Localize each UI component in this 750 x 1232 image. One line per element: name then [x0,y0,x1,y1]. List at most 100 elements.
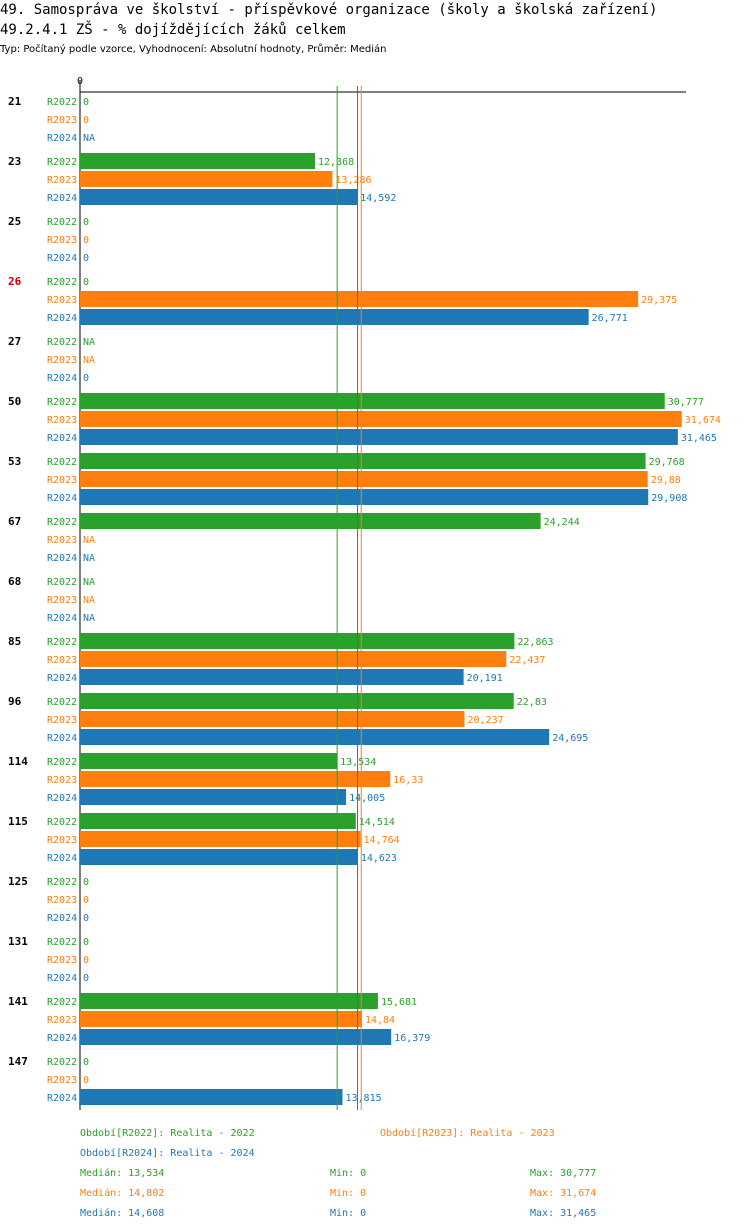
value-label-68-R2024: NA [83,613,95,624]
bar-67-R2022 [80,513,541,529]
series-label-85-R2023: R2023 [47,655,77,666]
series-label-23-R2022: R2022 [47,157,77,168]
bar-26-R2023 [80,291,639,307]
value-label-131-R2022: 0 [83,937,89,948]
series-label-27-R2024: R2024 [47,373,77,384]
bar-141-R2024 [80,1029,392,1045]
value-label-147-R2022: 0 [83,1057,89,1068]
series-label-68-R2022: R2022 [47,577,77,588]
value-label-50-R2024: 31,465 [681,433,717,444]
legend-max-r2023: Max: 31,674 [530,1188,597,1199]
value-label-26-R2022: 0 [83,277,89,288]
series-label-115-R2023: R2023 [47,835,77,846]
series-label-50-R2024: R2024 [47,433,77,444]
series-label-68-R2023: R2023 [47,595,77,606]
series-label-131-R2024: R2024 [47,973,77,984]
bar-96-R2023 [80,711,465,727]
series-label-68-R2024: R2024 [47,613,77,624]
value-label-141-R2024: 16,379 [394,1033,430,1044]
series-label-21-R2022: R2022 [47,97,77,108]
legend-median-r2022: Medián: 13,534 [80,1168,165,1179]
series-label-23-R2024: R2024 [47,193,77,204]
bar-50-R2023 [80,411,682,427]
series-label-114-R2023: R2023 [47,775,77,786]
x-tick-label-0: 0 [77,76,83,87]
value-label-53-R2023: 29,88 [651,475,681,486]
category-label-53: 53 [8,455,21,468]
value-label-125-R2023: 0 [83,895,89,906]
legend-period-r2023: Období[R2023]: Realita - 2023 [380,1128,555,1139]
bar-53-R2023 [80,471,648,487]
value-label-114-R2022: 13,534 [340,757,376,768]
bar-85-R2023 [80,651,507,667]
category-label-68: 68 [8,575,21,588]
legend-median-r2023: Medián: 14,802 [80,1188,165,1199]
value-label-67-R2022: 24,244 [544,517,580,528]
category-label-27: 27 [8,335,21,348]
series-label-26-R2023: R2023 [47,295,77,306]
series-label-67-R2024: R2024 [47,553,77,564]
series-label-147-R2023: R2023 [47,1075,77,1086]
bar-26-R2024 [80,309,589,325]
series-label-23-R2023: R2023 [47,175,77,186]
series-label-147-R2024: R2024 [47,1093,77,1104]
series-label-85-R2022: R2022 [47,637,77,648]
category-label-96: 96 [8,695,22,708]
legend-median-r2024: Medián: 14,608 [80,1208,165,1219]
legend-max-r2024: Max: 31,465 [530,1208,597,1219]
bar-85-R2022 [80,633,515,649]
bar-115-R2022 [80,813,356,829]
value-label-50-R2022: 30,777 [668,397,704,408]
value-label-21-R2023: 0 [83,115,89,126]
category-label-26: 26 [8,275,22,288]
series-label-67-R2023: R2023 [47,535,77,546]
series-label-27-R2022: R2022 [47,337,77,348]
bar-115-R2024 [80,849,358,865]
series-label-53-R2023: R2023 [47,475,77,486]
value-label-27-R2023: NA [83,355,95,366]
value-label-25-R2024: 0 [83,253,89,264]
series-label-27-R2023: R2023 [47,355,77,366]
bar-141-R2023 [80,1011,362,1027]
bar-96-R2024 [80,729,550,745]
category-label-50: 50 [8,395,21,408]
series-label-125-R2024: R2024 [47,913,77,924]
chart-info: Typ: Počítaný podle vzorce, Vyhodnocení:… [0,44,387,55]
legend-min-r2022: Min: 0 [330,1168,367,1179]
series-label-125-R2022: R2022 [47,877,77,888]
series-label-114-R2022: R2022 [47,757,77,768]
value-label-53-R2024: 29,908 [651,493,687,504]
legend-max-r2022: Max: 30,777 [530,1168,597,1179]
series-label-26-R2024: R2024 [47,313,77,324]
series-label-26-R2022: R2022 [47,277,77,288]
legend-period-r2024: Období[R2024]: Realita - 2024 [80,1148,255,1159]
bar-85-R2024 [80,669,464,685]
value-label-23-R2024: 14,592 [360,193,396,204]
value-label-50-R2023: 31,674 [685,415,721,426]
chart-title: 49. Samospráva ve školství - příspěvkové… [0,2,658,18]
series-label-21-R2024: R2024 [47,133,77,144]
category-label-125: 125 [8,875,28,888]
value-label-27-R2022: NA [83,337,95,348]
value-label-147-R2023: 0 [83,1075,89,1086]
bar-96-R2022 [80,693,514,709]
value-label-114-R2024: 14,005 [349,793,385,804]
value-label-27-R2024: 0 [83,373,89,384]
series-label-21-R2023: R2023 [47,115,77,126]
category-label-147: 147 [8,1055,28,1068]
category-label-141: 141 [8,995,28,1008]
value-label-131-R2023: 0 [83,955,89,966]
bar-53-R2024 [80,489,649,505]
category-label-115: 115 [8,815,28,828]
category-label-67: 67 [8,515,21,528]
value-label-85-R2022: 22,863 [517,637,553,648]
value-label-21-R2024: NA [83,133,95,144]
legend-period-r2022: Období[R2022]: Realita - 2022 [80,1128,255,1139]
value-label-85-R2023: 22,437 [509,655,545,666]
category-label-23: 23 [8,155,21,168]
category-label-131: 131 [8,935,28,948]
value-label-67-R2023: NA [83,535,95,546]
value-label-115-R2022: 14,514 [359,817,395,828]
category-label-25: 25 [8,215,21,228]
